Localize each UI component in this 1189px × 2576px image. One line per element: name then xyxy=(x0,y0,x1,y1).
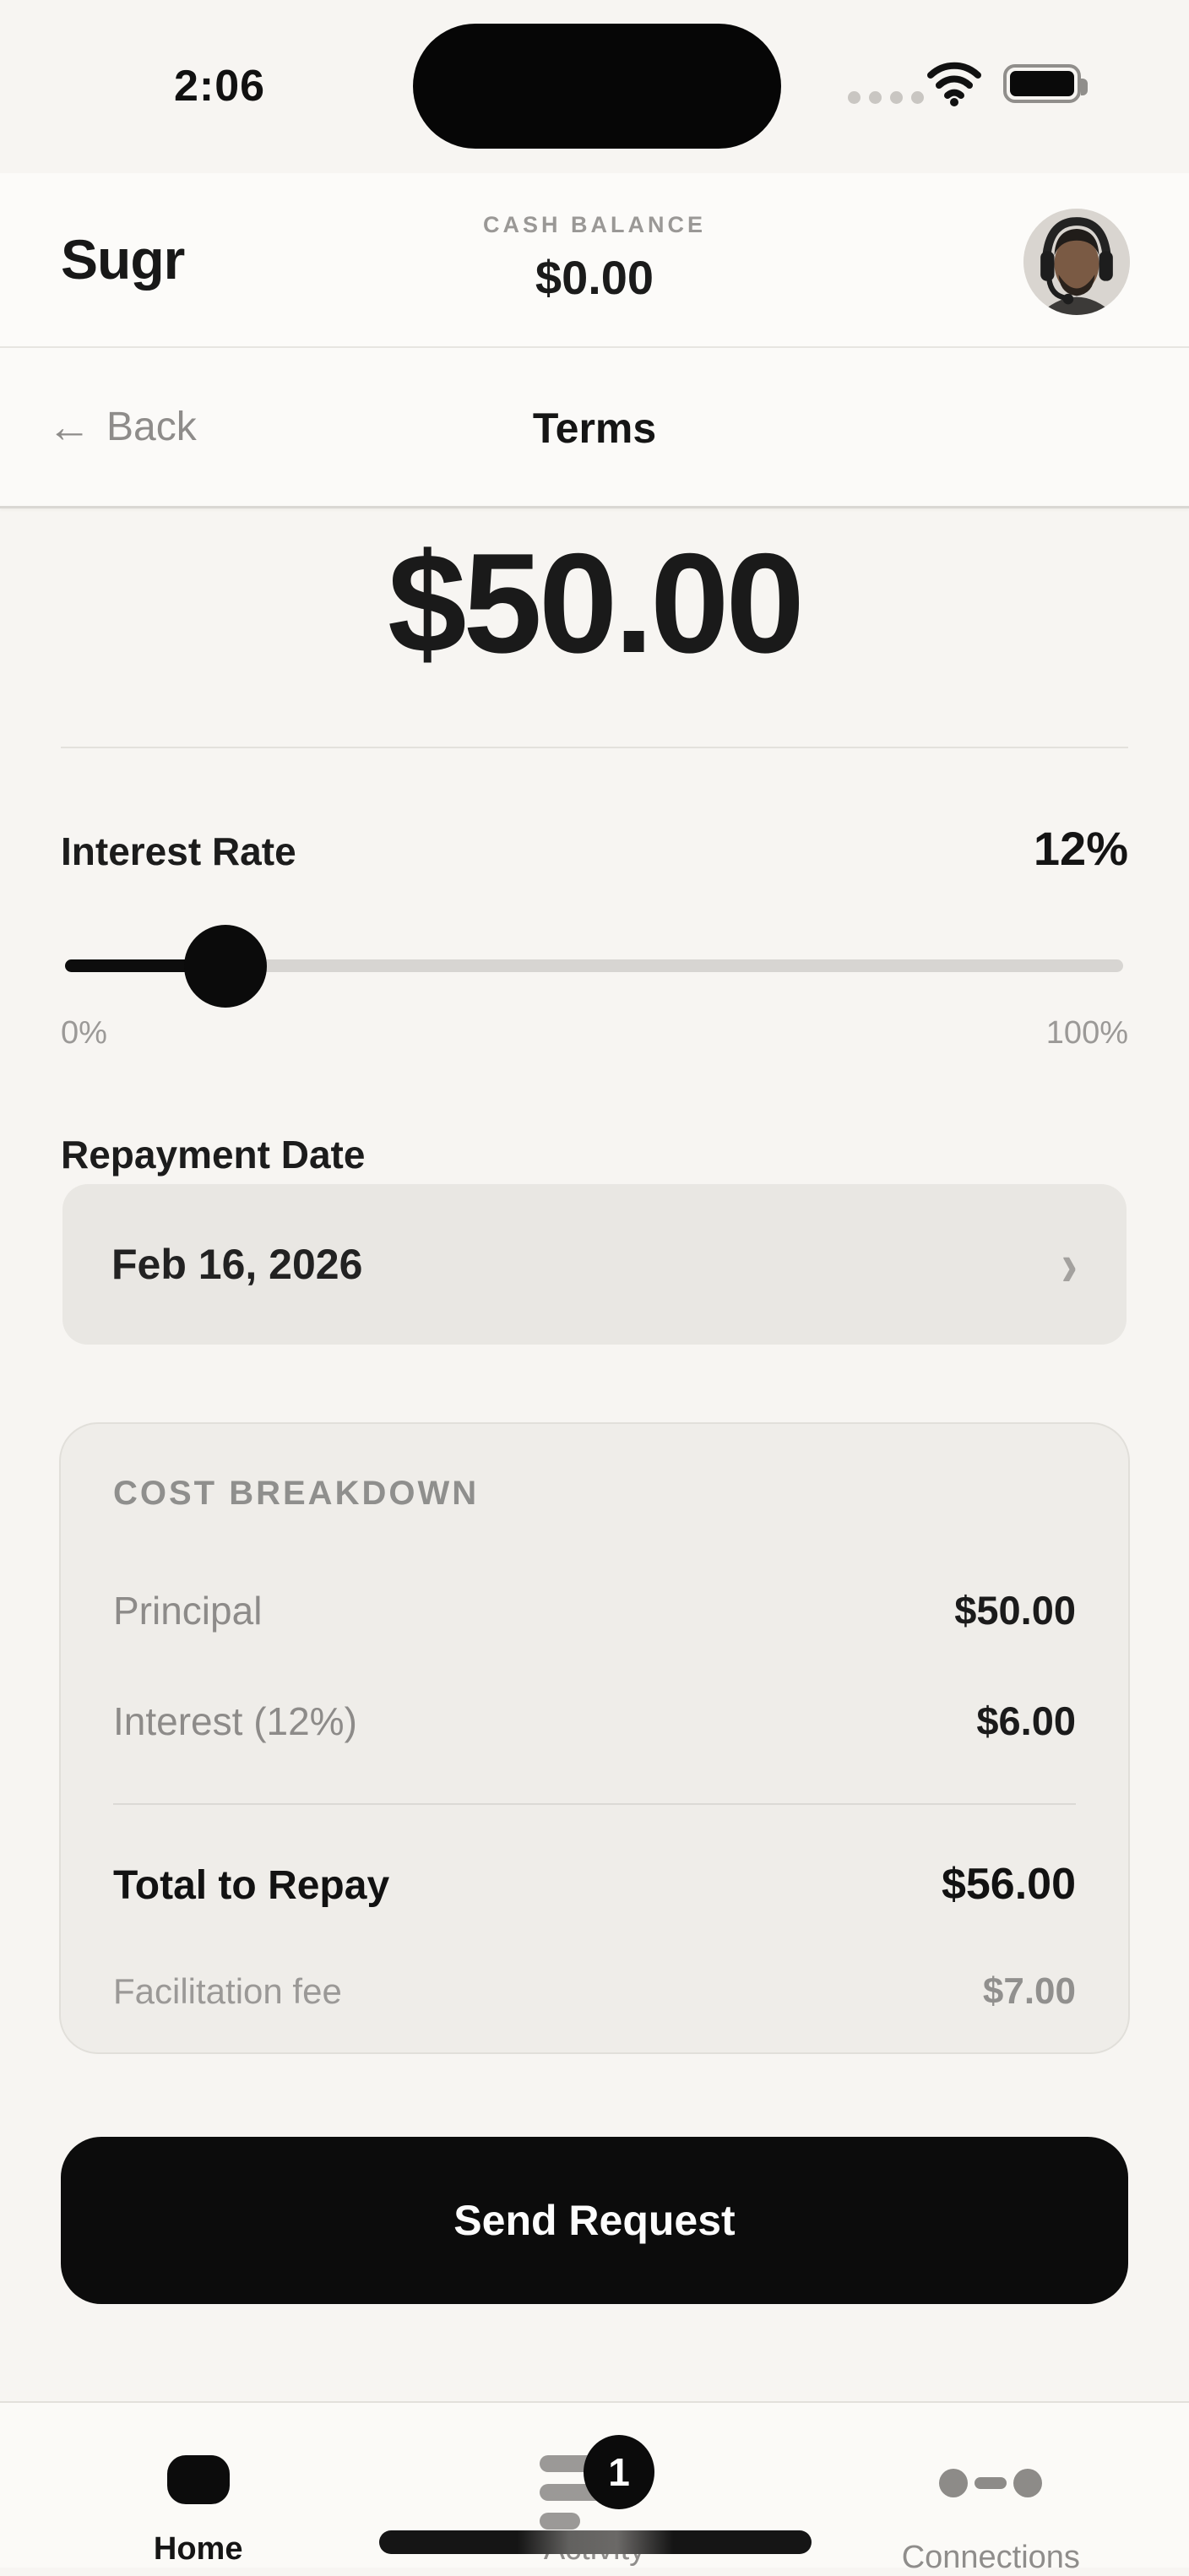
slider-scale: 0% 100% xyxy=(61,1015,1128,1052)
status-bar: 2:06 xyxy=(0,0,1189,173)
repayment-date-label: Repayment Date xyxy=(61,1133,366,1177)
total-value: $56.00 xyxy=(941,1860,1076,1909)
app-header: Sugr CASH BALANCE $0.00 xyxy=(0,173,1189,348)
principal-label: Principal xyxy=(113,1589,263,1633)
send-request-label: Send Request xyxy=(453,2197,736,2244)
slider-max-label: 100% xyxy=(1045,1015,1128,1051)
principal-row: Principal $50.00 xyxy=(113,1587,1076,1633)
tab-connections[interactable]: Connections xyxy=(793,2403,1189,2575)
back-label: Back xyxy=(106,405,197,449)
back-button[interactable]: ← Back xyxy=(47,404,197,450)
divider xyxy=(113,1803,1076,1805)
battery-icon xyxy=(1003,64,1088,103)
slider-track[interactable] xyxy=(65,959,1123,972)
interest-rate-label: Interest Rate xyxy=(61,829,296,873)
connections-icon xyxy=(939,2469,1043,2497)
interest-rate-value: 12% xyxy=(1033,822,1128,875)
interest-label: Interest (12%) xyxy=(113,1699,357,1743)
status-time: 2:06 xyxy=(173,62,266,111)
activity-icon: 1 xyxy=(531,2435,658,2530)
cost-breakdown-title: COST BREAKDOWN xyxy=(113,1475,480,1512)
wifi-icon xyxy=(927,62,981,106)
back-arrow-icon: ← xyxy=(47,402,91,452)
total-row: Total to Repay $56.00 xyxy=(113,1859,1076,1910)
dynamic-island xyxy=(413,24,781,149)
repayment-date-value: Feb 16, 2026 xyxy=(111,1241,363,1288)
cash-balance-label: CASH BALANCE xyxy=(483,212,706,237)
fee-label: Facilitation fee xyxy=(113,1971,342,2011)
activity-badge: 1 xyxy=(583,2435,654,2509)
avatar[interactable] xyxy=(1023,209,1130,315)
cash-balance-value: $0.00 xyxy=(535,251,654,304)
cellular-signal-icon xyxy=(848,91,924,104)
brand-logo: Sugr xyxy=(61,228,185,291)
send-request-button[interactable]: Send Request xyxy=(61,2137,1128,2304)
page-title: Terms xyxy=(532,405,657,452)
repayment-date-field[interactable]: Feb 16, 2026 › xyxy=(62,1184,1127,1345)
interest-value: $6.00 xyxy=(976,1698,1076,1743)
slider-thumb[interactable] xyxy=(184,925,268,1008)
fee-row: Facilitation fee $7.00 xyxy=(113,1970,1076,2013)
tab-home[interactable]: Home xyxy=(0,2403,396,2568)
slider-min-label: 0% xyxy=(61,1015,107,1051)
divider xyxy=(61,747,1128,748)
principal-value: $50.00 xyxy=(954,1588,1076,1633)
home-indicator[interactable] xyxy=(379,2530,812,2554)
interest-rate-row: Interest Rate 12% xyxy=(61,821,1128,876)
cash-balance: CASH BALANCE $0.00 xyxy=(0,212,1189,305)
interest-rate-slider[interactable] xyxy=(65,925,1123,1008)
home-icon xyxy=(166,2455,230,2504)
loan-amount: $50.00 xyxy=(388,524,805,682)
interest-row: Interest (12%) $6.00 xyxy=(113,1698,1076,1744)
tab-connections-label: Connections xyxy=(901,2540,1080,2575)
chevron-right-icon: › xyxy=(1061,1230,1078,1299)
nav-row: ← Back Terms xyxy=(0,348,1189,508)
tab-home-label: Home xyxy=(153,2531,243,2567)
fee-value: $7.00 xyxy=(982,1970,1076,2012)
cost-breakdown-card: COST BREAKDOWN Principal $50.00 Interest… xyxy=(59,1422,1130,2054)
total-label: Total to Repay xyxy=(113,1863,390,1908)
